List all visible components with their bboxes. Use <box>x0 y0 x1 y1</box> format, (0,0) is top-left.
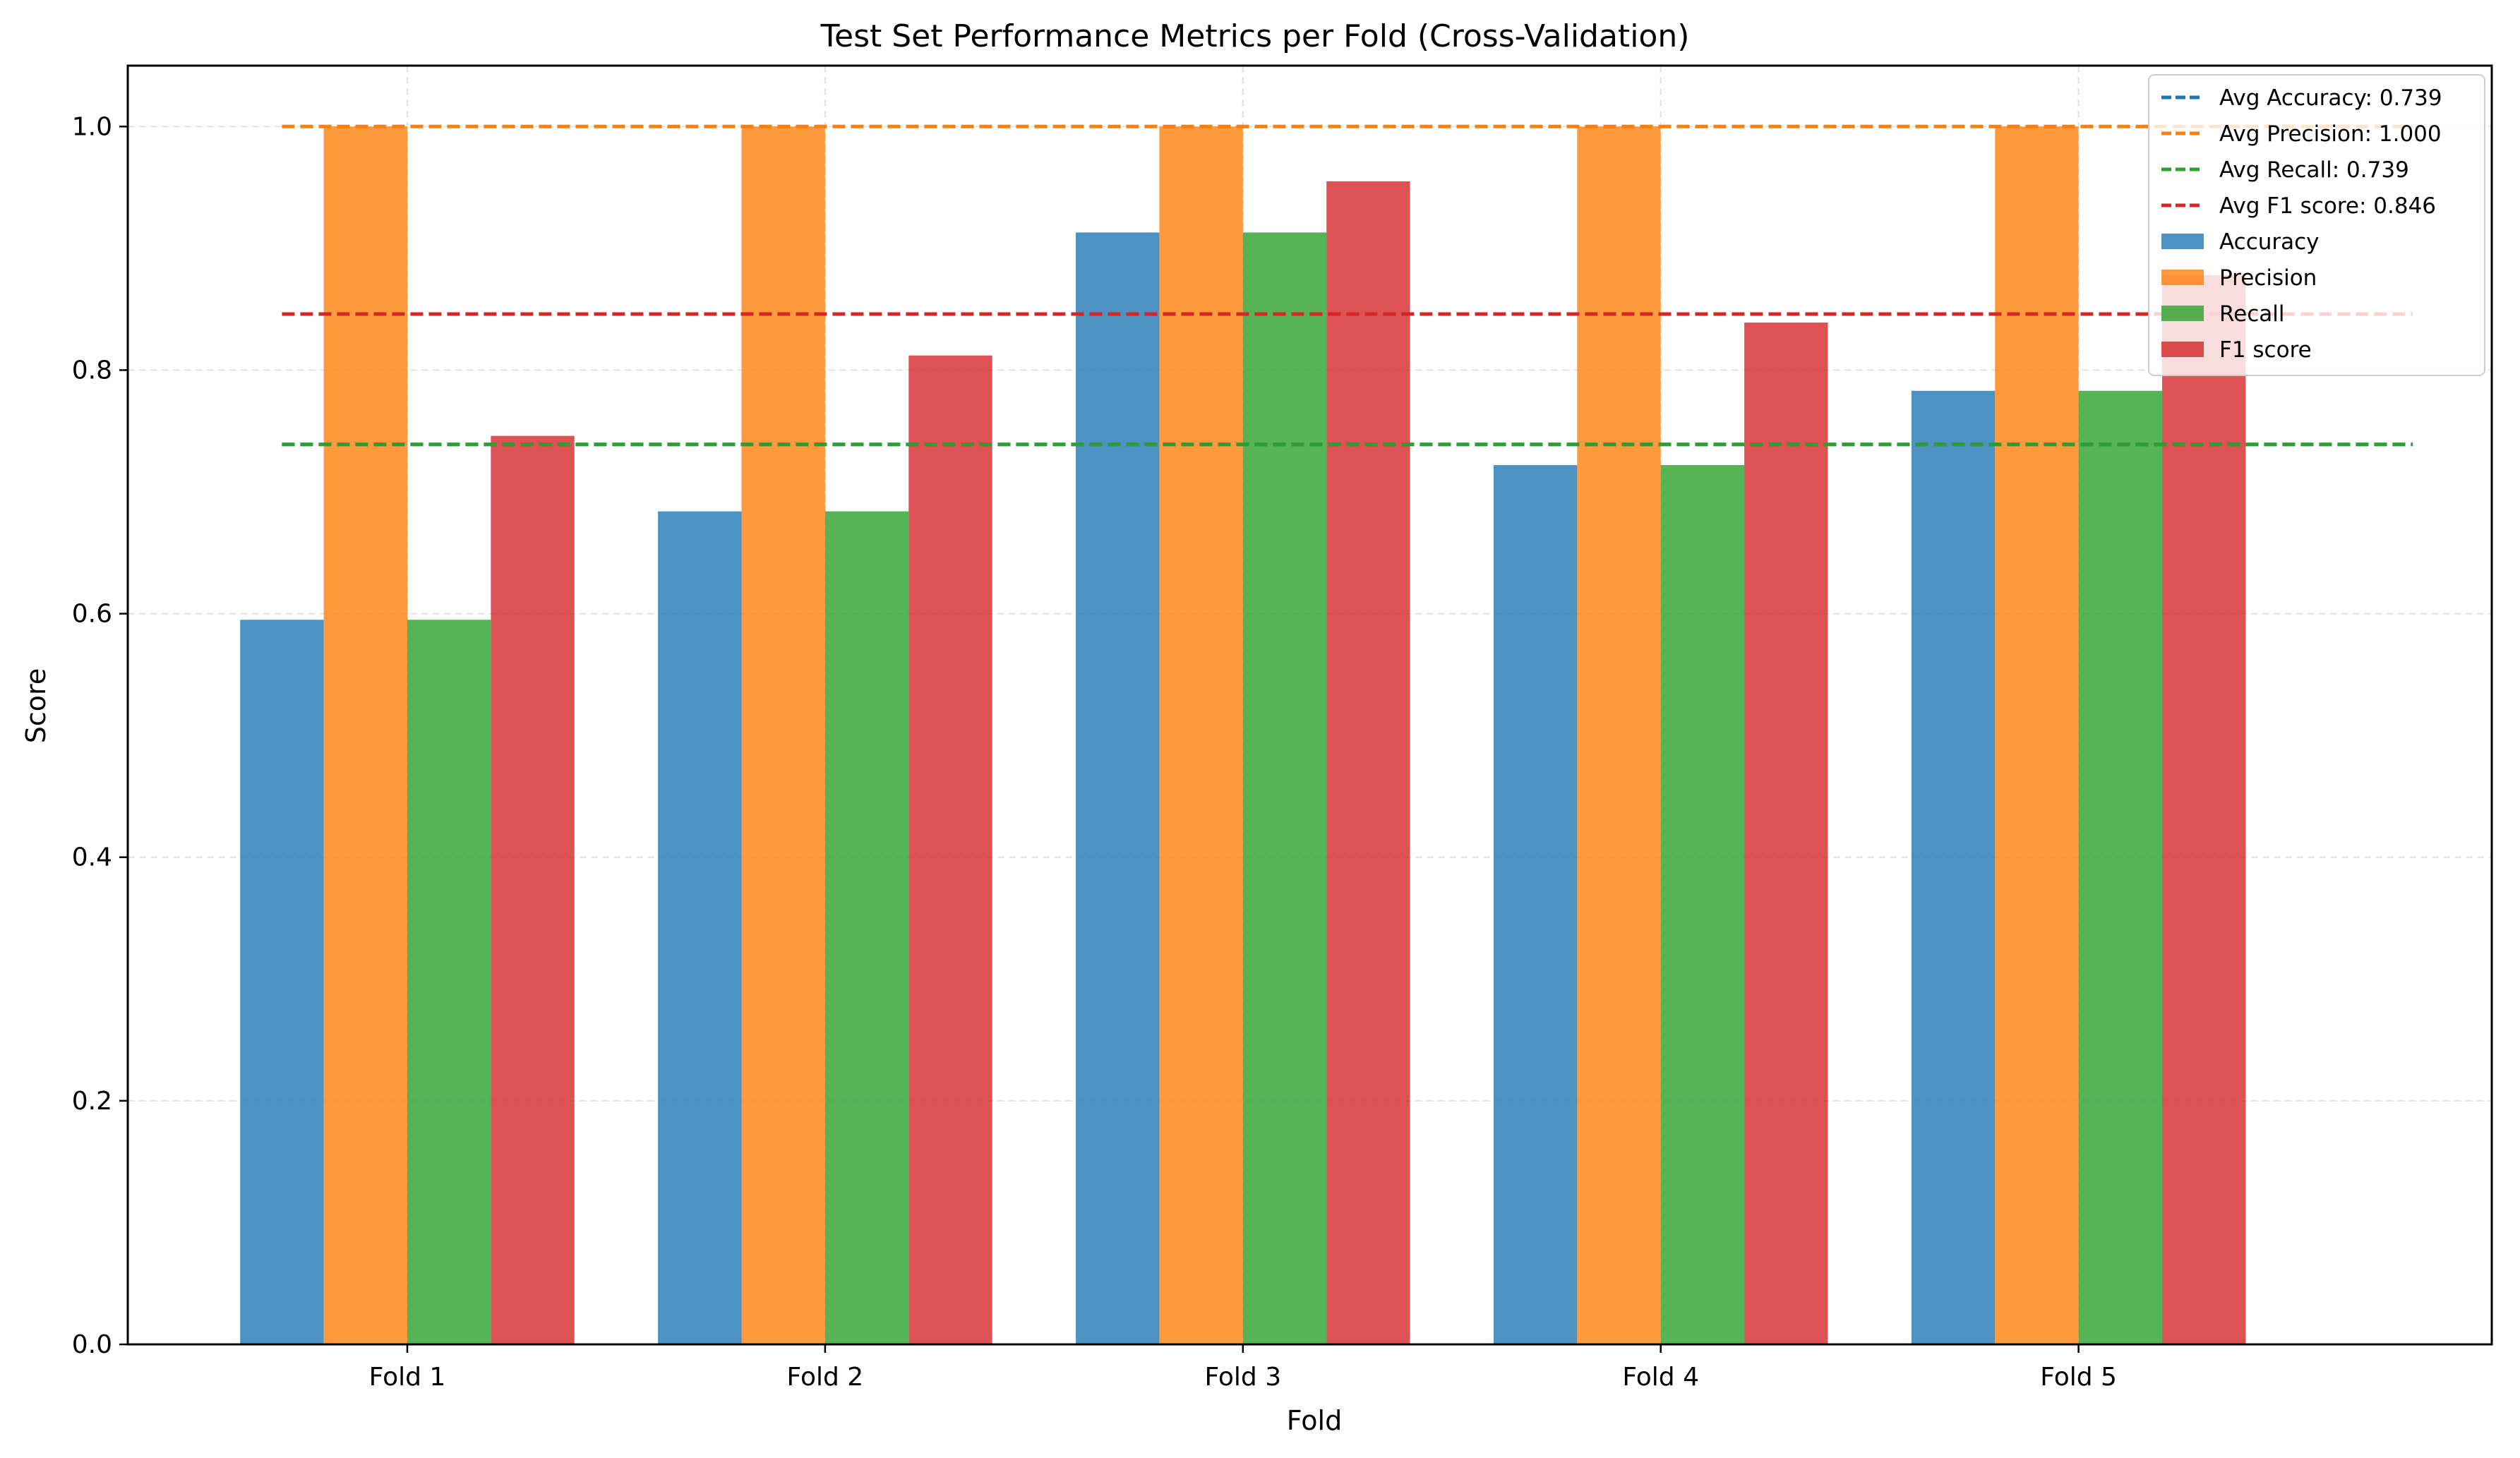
x-tick-label: Fold 4 <box>1622 1363 1699 1392</box>
legend-entry: Avg Recall: 0.739 <box>2219 157 2409 183</box>
y-tick-label: 0.8 <box>72 356 112 385</box>
legend-entry: Accuracy <box>2219 229 2320 255</box>
legend-swatch-bar <box>2161 342 2204 357</box>
legend-swatch-bar <box>2161 270 2204 285</box>
bar-recall-fold-4 <box>1660 465 1745 1344</box>
bar-recall-fold-5 <box>2078 390 2162 1345</box>
legend: Avg Accuracy: 0.739 Avg Precision: 1.000 A… <box>2148 74 2485 376</box>
bar-precision-fold-3 <box>1159 126 1243 1344</box>
bar-recall-fold-2 <box>824 511 909 1344</box>
bar-accuracy-fold-3 <box>1076 232 1160 1344</box>
bar-accuracy-fold-2 <box>658 511 742 1344</box>
legend-entry: Avg Precision: 1.000 <box>2219 121 2442 147</box>
bar-precision-fold-1 <box>323 126 407 1344</box>
average-lines <box>282 124 2413 447</box>
legend-entry: F1 score <box>2219 337 2312 363</box>
x-tick-label: Fold 5 <box>2040 1363 2117 1392</box>
y-tick-label: 0.0 <box>72 1330 112 1359</box>
plot-frame <box>126 64 2493 1346</box>
y-axis-label: Score <box>20 668 52 743</box>
bar-f1-score-fold-5 <box>2161 275 2246 1344</box>
bar-precision-fold-4 <box>1577 126 1661 1344</box>
legend-entry: Avg F1 score: 0.846 <box>2219 193 2436 219</box>
x-tick-label: Fold 1 <box>369 1363 446 1392</box>
y-tick-label: 1.0 <box>72 112 112 141</box>
bar-precision-fold-5 <box>1995 126 2079 1344</box>
x-axis-label: Fold <box>1287 1405 1342 1436</box>
legend-entry: Recall <box>2219 301 2285 327</box>
legend-swatch-bar <box>2161 234 2204 249</box>
y-tick-label: 0.6 <box>72 600 112 629</box>
bar-f1-score-fold-2 <box>908 355 992 1345</box>
bars <box>240 126 2246 1345</box>
bar-accuracy-fold-4 <box>1493 465 1578 1344</box>
bar-f1-score-fold-1 <box>491 435 575 1344</box>
bar-recall-fold-3 <box>1242 232 1327 1344</box>
legend-swatch-bar <box>2161 306 2204 321</box>
legend-entry: Avg Accuracy: 0.739 <box>2219 85 2442 111</box>
y-tick-label: 0.4 <box>72 843 112 872</box>
x-tick-label: Fold 3 <box>1204 1363 1281 1392</box>
bar-accuracy-fold-5 <box>1911 390 1996 1345</box>
axis-ticks: 0.0 0.2 0.4 0.6 0.8 1.0 Fold 1 Fold 2 Fold 3 Fold… <box>72 112 2117 1392</box>
bar-accuracy-fold-1 <box>240 620 324 1345</box>
bar-precision-fold-2 <box>741 126 825 1344</box>
bar-f1-score-fold-3 <box>1326 181 1410 1344</box>
x-tick-label: Fold 2 <box>787 1363 864 1392</box>
y-tick-label: 0.2 <box>72 1087 112 1116</box>
legend-entry: Precision <box>2219 265 2317 291</box>
legend-box <box>2148 74 2485 376</box>
chart-title: Test Set Performance Metrics per Fold (C… <box>820 18 1690 54</box>
bar-recall-fold-1 <box>407 620 491 1345</box>
bar-f1-score-fold-4 <box>1744 323 1828 1344</box>
